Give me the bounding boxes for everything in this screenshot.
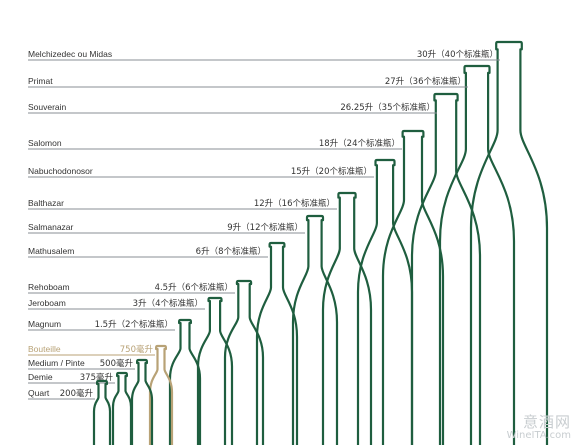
watermark-cn: 意酒网 [522,413,571,431]
bottle-name: Salomon [28,138,62,148]
bottle-volume: 200毫升 [60,388,94,399]
bottle-volume: 1.5升（2个标准瓶） [95,319,173,330]
bottle-magnum [168,318,202,445]
bottle-volume: 18升（24个标准瓶） [319,138,400,149]
bottle-salomon [381,129,445,445]
bottle-primat [438,64,516,445]
bottle-volume: 9升（12个标准瓶） [227,222,303,233]
bottle-volume: 27升（36个标准瓶） [385,76,466,87]
bottle-volume: 500毫升 [100,358,134,369]
bottle-demie [111,371,133,445]
bottle-volume: 30升（40个标准瓶） [417,49,498,60]
bottle-bouteille [148,344,174,445]
bottle-jeroboam [196,296,234,445]
bottle-name: Mathusalem [28,246,74,256]
bottle-name: Demie [28,372,53,382]
watermark-en: WineITA.com [506,430,571,441]
bottle-balthazar [321,191,373,445]
bottle-volume: 26.25升（35个标准瓶） [340,102,435,113]
bottle-name: Souverain [28,102,67,112]
bottle-name: Nabuchodonosor [28,166,93,176]
bottle-medium-pinte [130,358,154,445]
bottle-name: Jeroboam [28,298,66,308]
bottle-name: Medium / Pinte [28,358,85,368]
bottle-volume: 15升（20个标准瓶） [291,166,372,177]
bottle-volume: 12升（16个标准瓶） [254,198,335,209]
bottle-volume: 4.5升（6个标准瓶） [155,282,233,293]
bottle-salmanazar [291,214,339,445]
bottle-name: Balthazar [28,198,64,208]
bottle-volume: 6升（8个标准瓶） [196,246,266,257]
bottle-name: Magnum [28,319,61,329]
bottle-name: Bouteille [28,344,61,354]
bottle-nabuchodonosor [356,158,414,445]
bottle-souverain [410,92,482,445]
bottle-quart [92,379,112,445]
bottle-name: Quart [28,388,50,398]
bottle-mathusalem [255,241,299,445]
bottle-name: Salmanazar [28,222,74,232]
bottle-rehoboam [223,279,265,445]
bottle-name: Melchizedec ou Midas [28,49,112,59]
bottle-volume: 750毫升 [120,344,154,355]
watermark: 意酒网 WineITA.com [507,414,571,441]
bottle-volume: 3升（4个标准瓶） [133,298,203,309]
bottle-melchizedec-ou-midas [469,40,549,445]
bottle-name: Rehoboam [28,282,70,292]
bottle-volume: 375毫升 [80,372,114,383]
bottle-name: Primat [28,76,53,86]
